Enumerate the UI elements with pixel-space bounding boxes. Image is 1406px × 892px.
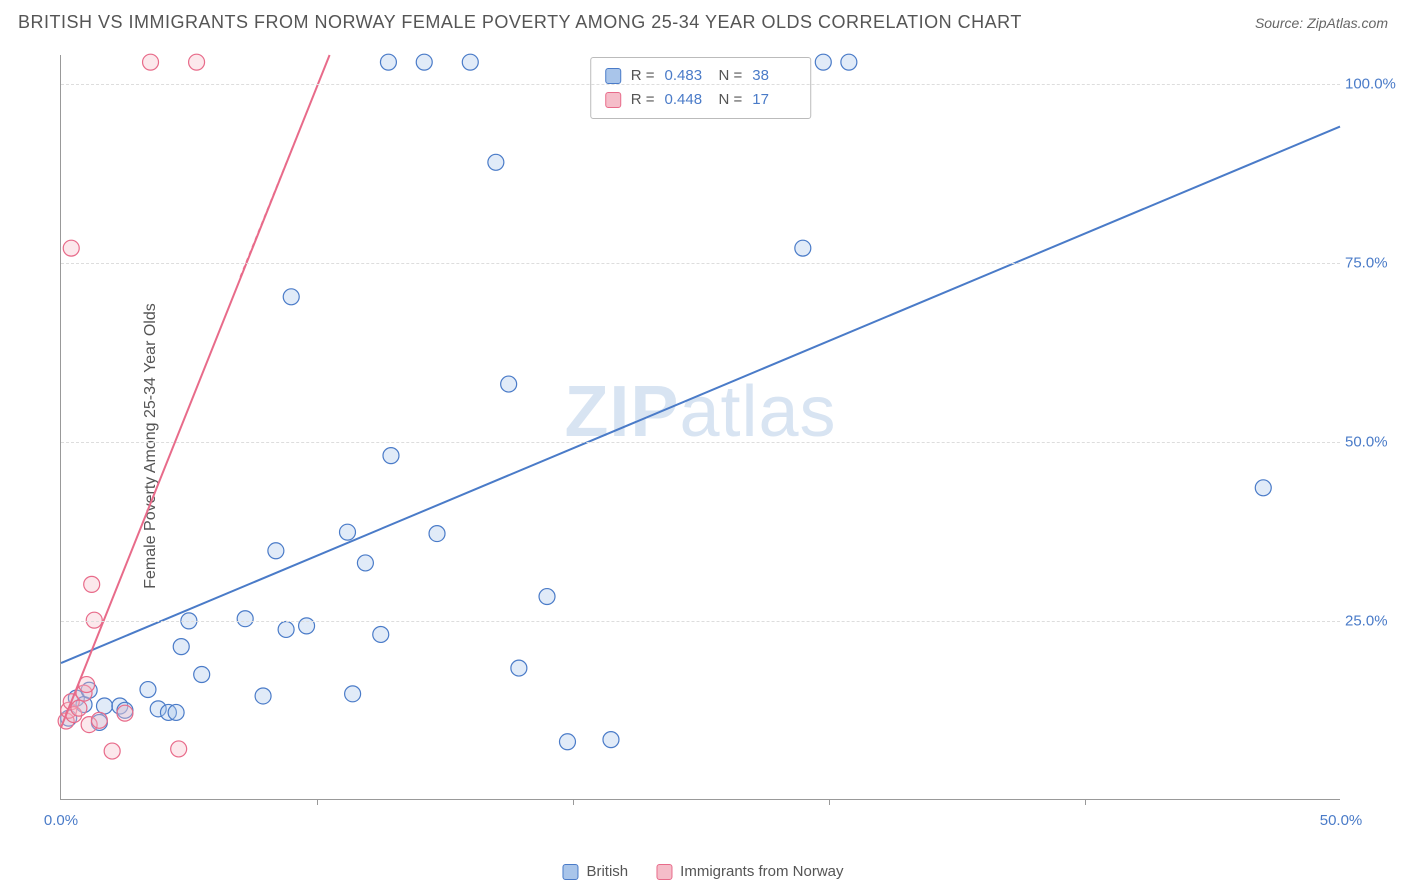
source-attribution: Source: ZipAtlas.com <box>1255 15 1388 31</box>
swatch-british <box>605 68 621 84</box>
legend-row-norway: R = 0.448 N = 17 <box>605 88 797 112</box>
data-point <box>383 448 399 464</box>
x-tick <box>829 799 830 805</box>
gridline-h <box>61 263 1340 264</box>
data-point <box>357 555 373 571</box>
data-point <box>1255 480 1271 496</box>
data-point <box>140 682 156 698</box>
correlation-legend: R = 0.483 N = 38 R = 0.448 N = 17 <box>590 57 812 119</box>
r-value-norway: 0.448 <box>665 88 709 112</box>
data-point <box>539 589 555 605</box>
n-value-norway: 17 <box>752 88 796 112</box>
data-point <box>373 626 389 642</box>
legend-item-british: British <box>562 863 628 880</box>
data-point <box>117 705 133 721</box>
data-point <box>255 688 271 704</box>
data-point <box>462 54 478 70</box>
trend-line <box>61 127 1340 664</box>
data-point <box>96 698 112 714</box>
data-point <box>104 743 120 759</box>
legend-item-norway: Immigrants from Norway <box>656 863 843 880</box>
scatter-svg <box>61 55 1340 799</box>
data-point <box>416 54 432 70</box>
source-prefix: Source: <box>1255 15 1307 31</box>
x-tick <box>1085 799 1086 805</box>
x-tick-label: 0.0% <box>44 812 78 829</box>
data-point <box>189 54 205 70</box>
data-point <box>380 54 396 70</box>
plot-area: ZIPatlas R = 0.483 N = 38 R = 0.448 N = … <box>60 55 1340 800</box>
data-point <box>173 639 189 655</box>
r-label: R = <box>631 88 655 112</box>
swatch-norway-icon <box>656 864 672 880</box>
legend-label-norway: Immigrants from Norway <box>680 863 843 880</box>
n-label: N = <box>719 88 743 112</box>
data-point <box>278 621 294 637</box>
gridline-h <box>61 84 1340 85</box>
y-tick-label: 75.0% <box>1345 254 1400 271</box>
data-point <box>168 704 184 720</box>
data-point <box>429 526 445 542</box>
data-point <box>559 734 575 750</box>
gridline-h <box>61 442 1340 443</box>
data-point <box>91 712 107 728</box>
data-point <box>63 240 79 256</box>
data-point <box>795 240 811 256</box>
y-tick-label: 25.0% <box>1345 612 1400 629</box>
data-point <box>143 54 159 70</box>
legend-label-british: British <box>586 863 628 880</box>
data-point <box>345 686 361 702</box>
data-point <box>194 667 210 683</box>
data-point <box>340 524 356 540</box>
data-point <box>71 700 87 716</box>
source-name: ZipAtlas.com <box>1307 15 1388 31</box>
x-tick <box>317 799 318 805</box>
swatch-norway <box>605 92 621 108</box>
data-point <box>268 543 284 559</box>
series-legend: British Immigrants from Norway <box>562 863 843 880</box>
gridline-h <box>61 621 1340 622</box>
data-point <box>841 54 857 70</box>
data-point <box>84 576 100 592</box>
x-tick-label: 50.0% <box>1320 812 1363 829</box>
data-point <box>603 732 619 748</box>
data-point <box>815 54 831 70</box>
x-tick <box>573 799 574 805</box>
data-point <box>501 376 517 392</box>
data-point <box>171 741 187 757</box>
data-point <box>283 289 299 305</box>
y-tick-label: 100.0% <box>1345 75 1400 92</box>
data-point <box>511 660 527 676</box>
data-point <box>237 611 253 627</box>
data-point <box>488 154 504 170</box>
swatch-british-icon <box>562 864 578 880</box>
chart-title: BRITISH VS IMMIGRANTS FROM NORWAY FEMALE… <box>18 12 1022 33</box>
y-tick-label: 50.0% <box>1345 433 1400 450</box>
